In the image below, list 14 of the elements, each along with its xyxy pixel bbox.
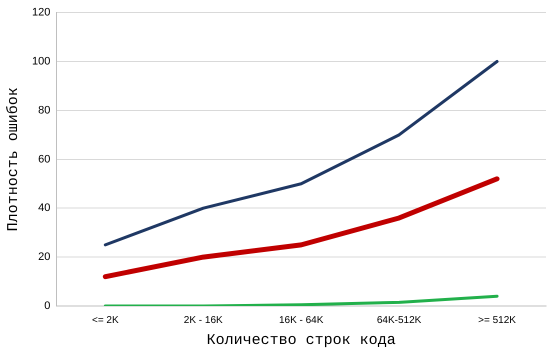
y-tick-label: 60 <box>38 153 50 166</box>
x-tick-label: 16K - 64K <box>278 314 324 326</box>
x-tick-label: >= 512K <box>478 314 516 326</box>
x-tick-label: 64K-512K <box>376 314 422 326</box>
y-tick-label: 0 <box>44 300 50 312</box>
y-tick-label: 20 <box>38 251 50 264</box>
y-tick-label: 100 <box>32 56 50 68</box>
y-tick-label: 80 <box>38 104 50 116</box>
x-tick-label: <= 2K <box>92 314 119 326</box>
y-axis-title: Плотность ошибок <box>4 87 22 232</box>
x-axis-title: Количество строк кода <box>206 332 396 349</box>
x-tick-label: 2K - 16K <box>184 314 224 326</box>
y-tick-label: 120 <box>32 6 50 19</box>
y-tick-label: 40 <box>38 202 50 214</box>
